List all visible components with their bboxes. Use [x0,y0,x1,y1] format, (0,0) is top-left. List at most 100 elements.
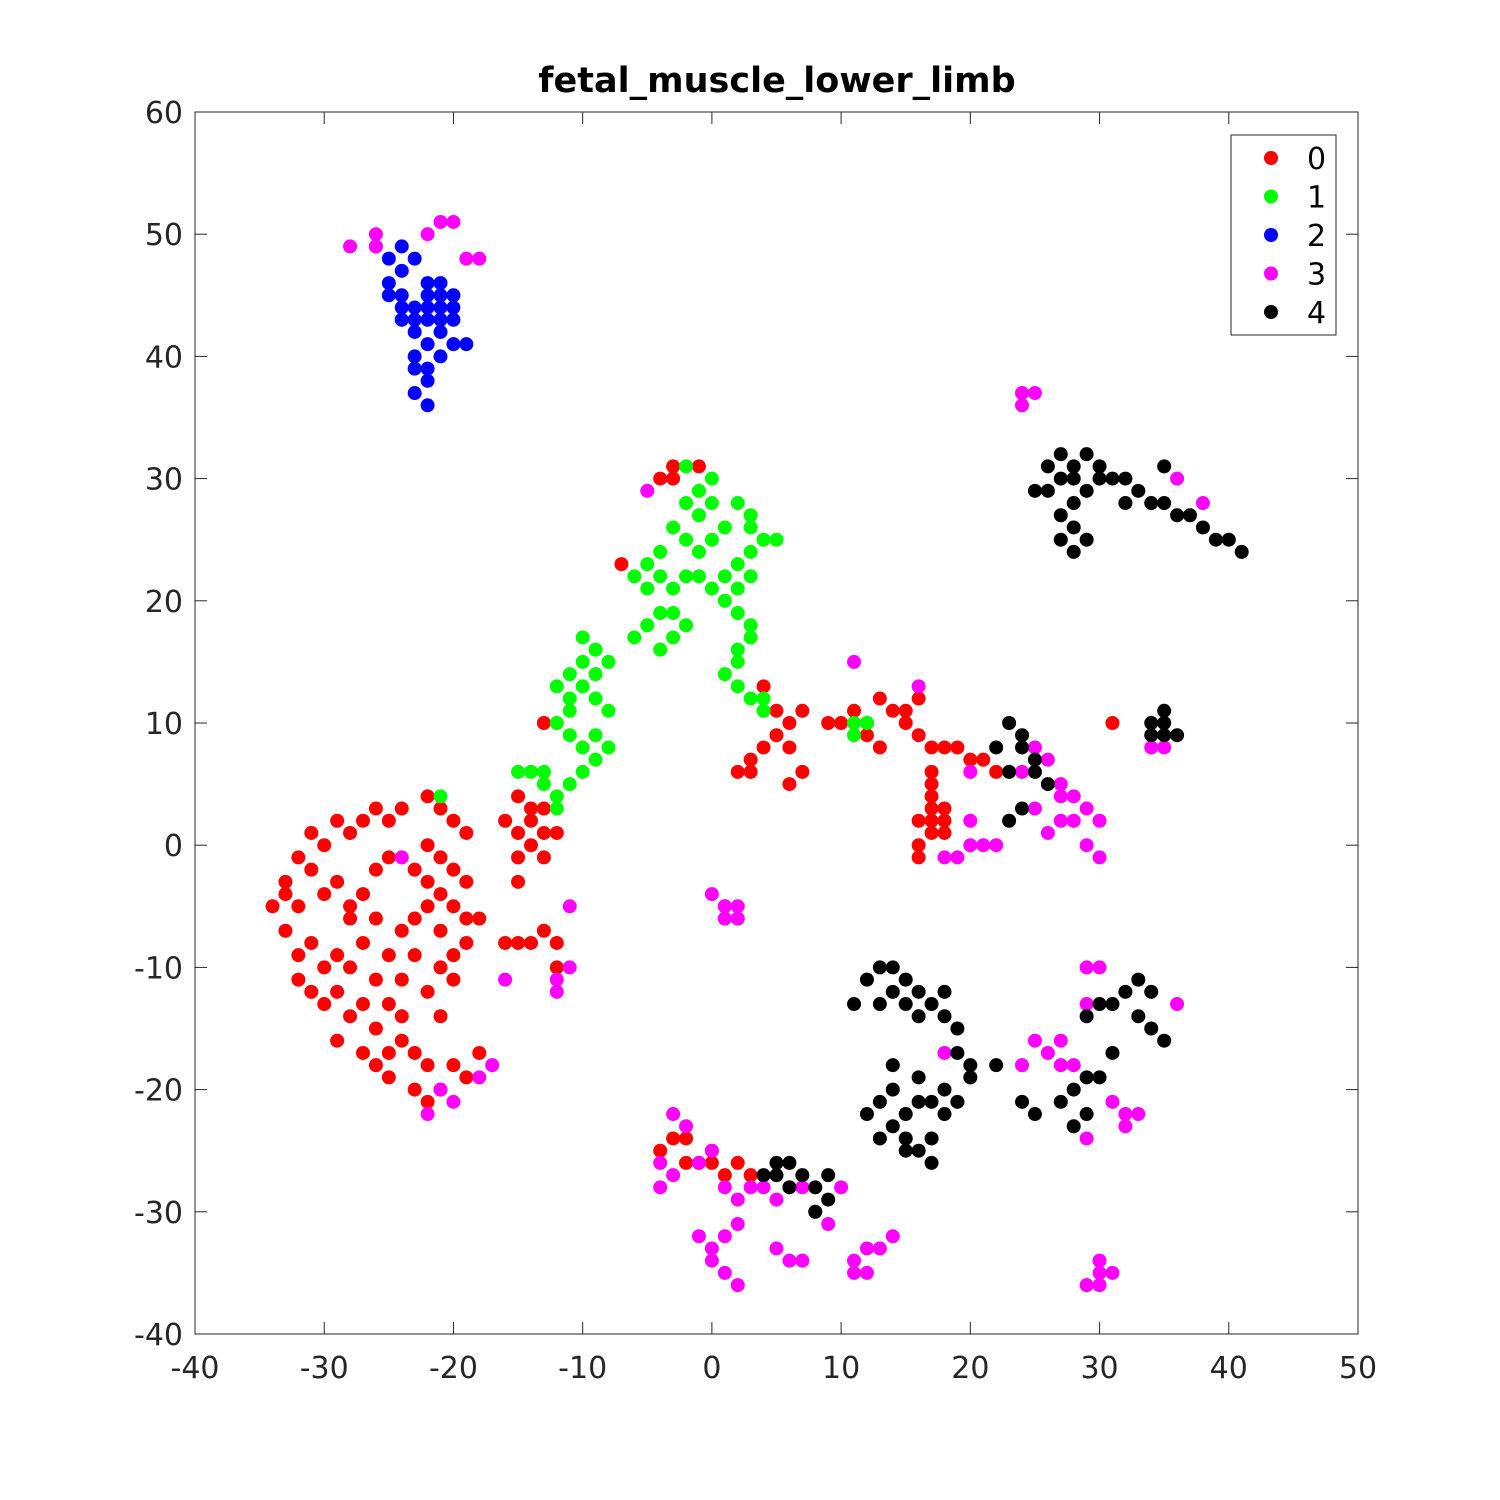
data-point [937,1107,952,1122]
data-point [653,471,668,486]
data-point [911,984,926,999]
data-point [769,1192,784,1207]
data-point [355,997,370,1012]
data-point [950,740,965,755]
data-point [588,667,603,682]
data-point [549,984,564,999]
data-point [1170,508,1185,523]
data-point [1157,716,1172,730]
data-point [1066,789,1081,804]
data-point [1079,1107,1094,1122]
data-point [1002,813,1017,828]
data-point [433,960,448,975]
data-point [911,679,926,694]
y-tick-label: -40 [134,1318,183,1353]
data-point [1015,386,1030,401]
data-point [679,1119,694,1134]
data-point [963,813,978,828]
data-point [717,593,732,608]
data-point [653,1180,668,1195]
data-point [847,716,862,730]
data-point [859,1107,874,1122]
data-point [562,728,577,743]
data-point [653,642,668,657]
data-point [446,1058,461,1073]
data-point [976,838,991,853]
legend-entry-label: 2 [1307,219,1326,254]
data-point [278,923,293,938]
data-point [937,801,952,816]
data-point [1105,1045,1120,1060]
data-point [989,1058,1004,1073]
data-point [653,569,668,584]
data-point [446,300,461,315]
data-point [885,1119,900,1134]
data-point [937,740,952,755]
data-point [717,899,732,914]
data-point [562,691,577,706]
data-point [588,642,603,657]
data-point [743,618,758,633]
data-point [446,862,461,877]
data-point [1002,764,1017,779]
data-point [330,948,345,963]
data-point [381,1045,396,1060]
data-point [847,728,862,743]
data-point [304,935,319,950]
data-point [433,789,448,804]
data-point [394,263,409,278]
legend-marker [1264,151,1278,165]
data-point [847,703,862,718]
data-point [1040,777,1055,792]
data-point [1092,997,1107,1012]
data-point [536,716,551,730]
data-point [1105,1094,1120,1109]
data-point [653,606,668,621]
data-point [666,581,681,596]
data-point [872,740,887,755]
legend-marker [1264,189,1278,204]
data-point [1131,483,1146,498]
data-point [511,825,526,840]
data-point [679,1155,694,1170]
data-point [291,972,306,987]
data-point [859,1241,874,1256]
x-tick-label: -10 [558,1351,607,1386]
legend-entry-label: 0 [1307,142,1326,177]
y-tick-label: 0 [164,829,183,864]
data-point [704,532,719,547]
data-point [1040,825,1055,840]
data-point [821,1192,836,1207]
data-point [717,1168,732,1183]
data-point [679,532,694,547]
data-point [704,1155,719,1170]
data-point [355,887,370,902]
data-point [1053,471,1068,486]
data-point [1053,777,1068,792]
data-point [782,1253,797,1268]
data-point [756,679,771,694]
data-point [433,276,448,291]
data-point [291,899,306,914]
data-point [433,801,448,816]
data-point [446,1094,461,1109]
data-point [717,1229,732,1244]
data-point [730,496,745,511]
data-point [330,984,345,999]
data-point [523,935,538,950]
data-point [511,764,526,779]
data-point [459,911,474,926]
data-point [575,764,590,779]
data-point [653,1155,668,1170]
data-point [446,972,461,987]
data-point [937,1045,952,1060]
data-point [859,972,874,987]
data-point [989,740,1004,755]
x-tick-label: 20 [951,1351,989,1386]
data-point [937,825,952,840]
data-point [407,1082,422,1097]
data-point [937,1082,952,1097]
data-point [1053,789,1068,804]
data-point [420,1107,435,1122]
data-point [730,557,745,572]
